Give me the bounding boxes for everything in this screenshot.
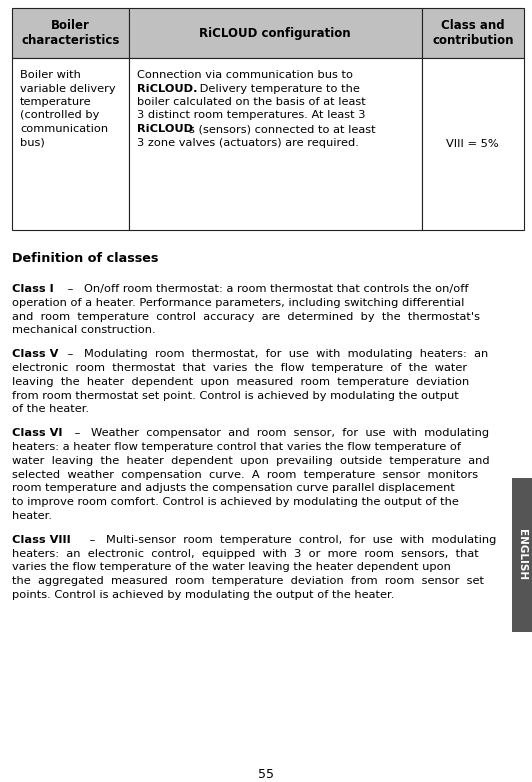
Text: operation of a heater. Performance parameters, including switching differential: operation of a heater. Performance param… [12,298,464,308]
Text: –: – [86,535,99,545]
Text: room temperature and adjusts the compensation curve parallel displacement: room temperature and adjusts the compens… [12,483,455,493]
Text: Definition of classes: Definition of classes [12,252,159,265]
Bar [512,478,532,632]
Text: ENGLISH: ENGLISH [517,529,527,580]
Text: points. Control is achieved by modulating the output of the heater.: points. Control is achieved by modulatin… [12,590,394,600]
Text: leaving  the  heater  dependent  upon  measured  room  temperature  deviation: leaving the heater dependent upon measur… [12,377,469,387]
Text: water  leaving  the  heater  dependent  upon  prevailing  outside  temperature  : water leaving the heater dependent upon … [12,456,489,466]
Text: varies the flow temperature of the water leaving the heater dependent upon: varies the flow temperature of the water… [12,562,451,572]
Bar [421,8,524,58]
Text: Modulating  room  thermostat,  for  use  with  modulating  heaters:  an: Modulating room thermostat, for use with… [84,350,488,359]
Text: s (sensors) connected to at least: s (sensors) connected to at least [188,124,375,134]
Text: Class and
contribution: Class and contribution [432,19,513,47]
Text: –: – [71,429,84,438]
Text: 3 distinct room temperatures. At least 3: 3 distinct room temperatures. At least 3 [137,110,365,120]
Text: Multi-sensor  room  temperature  control,  for  use  with  modulating: Multi-sensor room temperature control, f… [106,535,496,545]
Text: heaters: a heater flow temperature control that varies the flow temperature of: heaters: a heater flow temperature contr… [12,442,461,452]
Bar [129,8,421,58]
Text: heaters:  an  electronic  control,  equipped  with  3  or  more  room  sensors, : heaters: an electronic control, equipped… [12,549,479,558]
Text: On/off room thermostat: a room thermostat that controls the on/off: On/off room thermostat: a room thermosta… [84,284,468,294]
Text: (controlled by: (controlled by [20,110,99,120]
Text: RiCLOUD configuration: RiCLOUD configuration [200,27,351,40]
Text: 55: 55 [258,768,274,781]
Text: Class I: Class I [12,284,54,294]
Text: –: – [64,350,77,359]
Text: RiCLOUD.: RiCLOUD. [137,84,197,94]
Text: Boiler with: Boiler with [20,70,81,80]
Text: from room thermostat set point. Control is achieved by modulating the output: from room thermostat set point. Control … [12,390,459,400]
Text: Boiler
characteristics: Boiler characteristics [21,19,120,47]
Bar [129,58,421,230]
Text: to improve room comfort. Control is achieved by modulating the output of the: to improve room comfort. Control is achi… [12,497,459,508]
Text: and  room  temperature  control  accuracy  are  determined  by  the  thermostat': and room temperature control accuracy ar… [12,311,480,321]
Text: mechanical construction.: mechanical construction. [12,325,156,335]
Text: Class VIII: Class VIII [12,535,71,545]
Text: 3 zone valves (actuators) are required.: 3 zone valves (actuators) are required. [137,138,359,148]
Text: VIII = 5%: VIII = 5% [446,139,499,149]
Text: of the heater.: of the heater. [12,404,89,414]
Text: selected  weather  compensation  curve.  A  room  temperature  sensor  monitors: selected weather compensation curve. A r… [12,470,478,479]
Text: Connection via communication bus to: Connection via communication bus to [137,70,353,80]
Text: Class VI: Class VI [12,429,62,438]
Text: temperature: temperature [20,97,92,107]
Text: RiCLOUD: RiCLOUD [137,124,193,134]
Bar [12,58,129,230]
Text: bus): bus) [20,138,45,148]
Bar [12,8,129,58]
Text: boiler calculated on the basis of at least: boiler calculated on the basis of at lea… [137,97,365,107]
Text: –: – [64,284,77,294]
Text: Class V: Class V [12,350,59,359]
Text: communication: communication [20,124,108,134]
Text: variable delivery: variable delivery [20,84,115,94]
Text: heater.: heater. [12,511,52,521]
Text: electronic  room  thermostat  that  varies  the  flow  temperature  of  the  wat: electronic room thermostat that varies t… [12,363,467,373]
Bar [421,58,524,230]
Text: Weather  compensator  and  room  sensor,  for  use  with  modulating: Weather compensator and room sensor, for… [91,429,489,438]
Text: Delivery temperature to the: Delivery temperature to the [196,84,360,94]
Text: the  aggregated  measured  room  temperature  deviation  from  room  sensor  set: the aggregated measured room temperature… [12,576,484,586]
